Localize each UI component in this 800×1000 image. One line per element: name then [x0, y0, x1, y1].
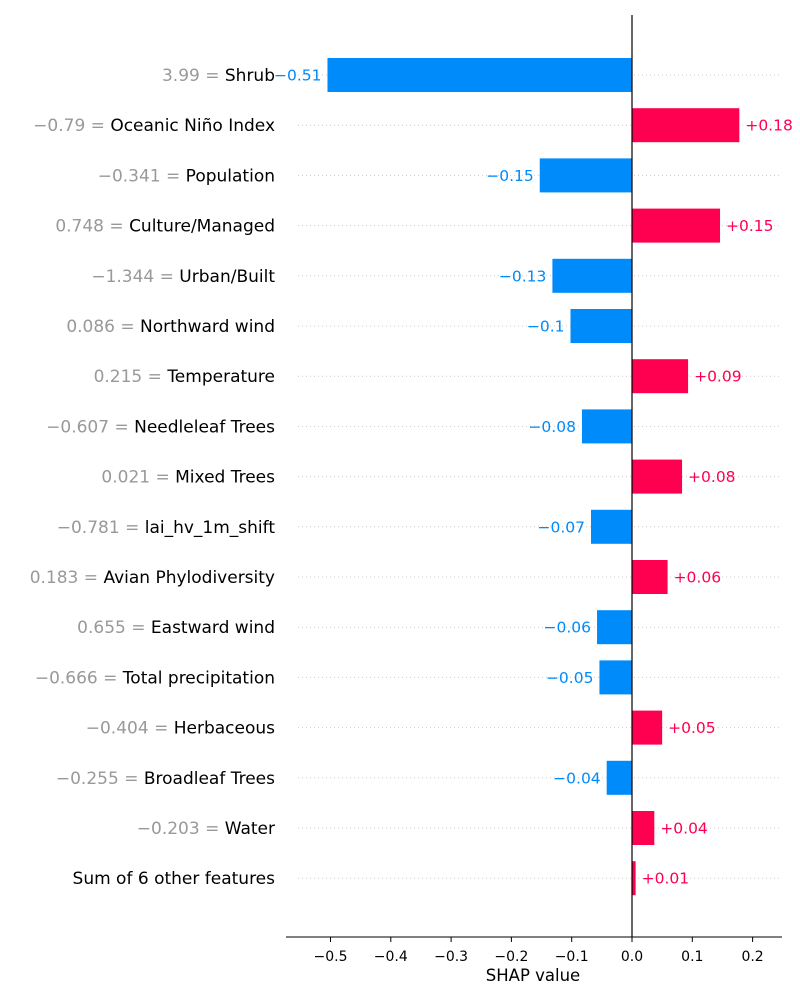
- feature-label: −0.404 = Herbaceous: [86, 719, 275, 739]
- bar-culture-managed: [632, 208, 721, 243]
- feature-value: −0.607 =: [46, 417, 134, 437]
- feature-value: −0.79 =: [33, 116, 110, 136]
- feature-name: Avian Phylodiversity: [103, 568, 275, 588]
- feature-value: −0.341 =: [98, 166, 186, 186]
- bar-value-label: −0.1: [527, 318, 565, 336]
- feature-name: lai_hv_1m_shift: [145, 518, 276, 538]
- feature-name: Total precipitation: [122, 668, 275, 688]
- feature-value: 0.748 =: [55, 217, 129, 237]
- feature-name: Needleleaf Trees: [134, 417, 275, 437]
- bar-oceanic-ni-o-index: [632, 108, 740, 143]
- feature-label: −0.79 = Oceanic Niño Index: [33, 116, 275, 136]
- feature-value: −0.666 =: [35, 668, 123, 688]
- x-tick-label: 0.0: [621, 949, 643, 965]
- bar-water: [632, 811, 655, 845]
- bar-value-label: −0.07: [537, 518, 585, 536]
- feature-label: 0.183 = Avian Phylodiversity: [30, 568, 275, 588]
- feature-value: −0.255 =: [56, 769, 144, 789]
- feature-label: −0.203 = Water: [137, 819, 275, 839]
- grid-lines: [298, 74, 782, 879]
- feature-value: −0.404 =: [86, 719, 174, 739]
- feature-value: −1.344 =: [91, 267, 179, 287]
- bar-population: [539, 158, 632, 193]
- feature-label: −0.781 = lai_hv_1m_shift: [57, 518, 276, 538]
- feature-name: Urban/Built: [179, 267, 275, 287]
- x-tick-label: 0.1: [681, 949, 703, 965]
- bars: [327, 58, 740, 896]
- feature-name: Eastward wind: [151, 618, 275, 638]
- feature-label: −0.341 = Population: [98, 166, 275, 186]
- feature-label: −1.344 = Urban/Built: [91, 267, 275, 287]
- bar-value-label: −0.15: [486, 167, 534, 185]
- x-tick-label: −0.3: [434, 949, 468, 965]
- bar-temperature: [632, 359, 689, 394]
- feature-name: Mixed Trees: [175, 468, 275, 488]
- feature-value: 3.99 =: [162, 66, 225, 86]
- x-axis-title: SHAP value: [486, 966, 580, 985]
- feature-name: Shrub: [225, 66, 275, 86]
- feature-label: 0.021 = Mixed Trees: [101, 468, 275, 488]
- bar-value-label: −0.05: [546, 669, 594, 687]
- x-tick-label: −0.1: [555, 949, 589, 965]
- bar-value-label: +0.05: [668, 719, 716, 737]
- feature-label: 0.215 = Temperature: [94, 367, 275, 387]
- feature-labels: −0.513.99 = Shrub+0.18−0.79 = Oceanic Ni…: [30, 66, 793, 889]
- bar-value-label: −0.13: [499, 267, 547, 285]
- feature-value: 0.183 =: [30, 568, 104, 588]
- feature-label: Sum of 6 other features: [73, 869, 276, 889]
- bar-value-label: −0.04: [553, 769, 601, 787]
- feature-name: Water: [225, 819, 275, 839]
- feature-name: Population: [186, 166, 275, 186]
- feature-label: 0.748 = Culture/Managed: [55, 217, 275, 237]
- feature-name: Herbaceous: [174, 719, 275, 739]
- bar-value-label: +0.01: [642, 870, 690, 888]
- bar-shrub: [327, 58, 632, 92]
- feature-name: Culture/Managed: [129, 217, 275, 237]
- bar-northward-wind: [570, 309, 632, 343]
- bar-mixed-trees: [632, 459, 683, 494]
- feature-name: Oceanic Niño Index: [110, 116, 275, 136]
- bar-value-label: −0.51: [274, 67, 322, 85]
- bar-value-label: +0.09: [694, 368, 742, 386]
- bar-avian-phylodiversity: [632, 560, 668, 594]
- feature-label: 3.99 = Shrub: [162, 66, 275, 86]
- bar-eastward-wind: [597, 610, 632, 645]
- bar-needleleaf-trees: [581, 409, 632, 444]
- feature-name: Temperature: [166, 367, 275, 387]
- bar-broadleaf-trees: [606, 760, 632, 795]
- feature-value: 0.215 =: [94, 367, 168, 387]
- x-axis: −0.5 −0.4 −0.3 −0.2 −0.1 0.0 0.1 0.2: [286, 15, 782, 965]
- feature-label: 0.086 = Northward wind: [66, 317, 275, 337]
- bar-value-label: +0.18: [745, 117, 793, 135]
- x-tick-label: −0.2: [494, 949, 528, 965]
- feature-value: −0.781 =: [57, 518, 145, 538]
- feature-value: 0.021 =: [101, 468, 175, 488]
- feature-value: 0.655 =: [77, 618, 151, 638]
- feature-name: Broadleaf Trees: [144, 769, 275, 789]
- feature-value: −0.203 =: [137, 819, 225, 839]
- bar-value-label: +0.04: [660, 820, 708, 838]
- bar-lai-hv-1m-shift: [590, 509, 632, 544]
- feature-label: 0.655 = Eastward wind: [77, 618, 275, 638]
- bar-urban-built: [552, 258, 632, 293]
- bar-value-label: −0.08: [528, 418, 576, 436]
- bar-value-label: +0.08: [688, 468, 736, 486]
- x-tick-label: 0.2: [741, 949, 763, 965]
- x-tick-label: −0.4: [374, 949, 408, 965]
- bar-herbaceous: [632, 710, 663, 745]
- feature-name: Sum of 6 other features: [73, 869, 276, 889]
- bar-sum-of-6-other-features: [632, 861, 636, 896]
- feature-label: −0.666 = Total precipitation: [35, 668, 275, 688]
- bar-value-label: +0.15: [726, 217, 774, 235]
- bar-value-label: +0.06: [674, 569, 722, 587]
- feature-label: −0.607 = Needleleaf Trees: [46, 417, 275, 437]
- bar-total-precipitation: [599, 660, 632, 695]
- feature-label: −0.255 = Broadleaf Trees: [56, 769, 275, 789]
- bar-value-label: −0.06: [544, 619, 592, 637]
- feature-value: 0.086 =: [66, 317, 140, 337]
- x-tick-label: −0.5: [314, 949, 348, 965]
- feature-name: Northward wind: [140, 317, 275, 337]
